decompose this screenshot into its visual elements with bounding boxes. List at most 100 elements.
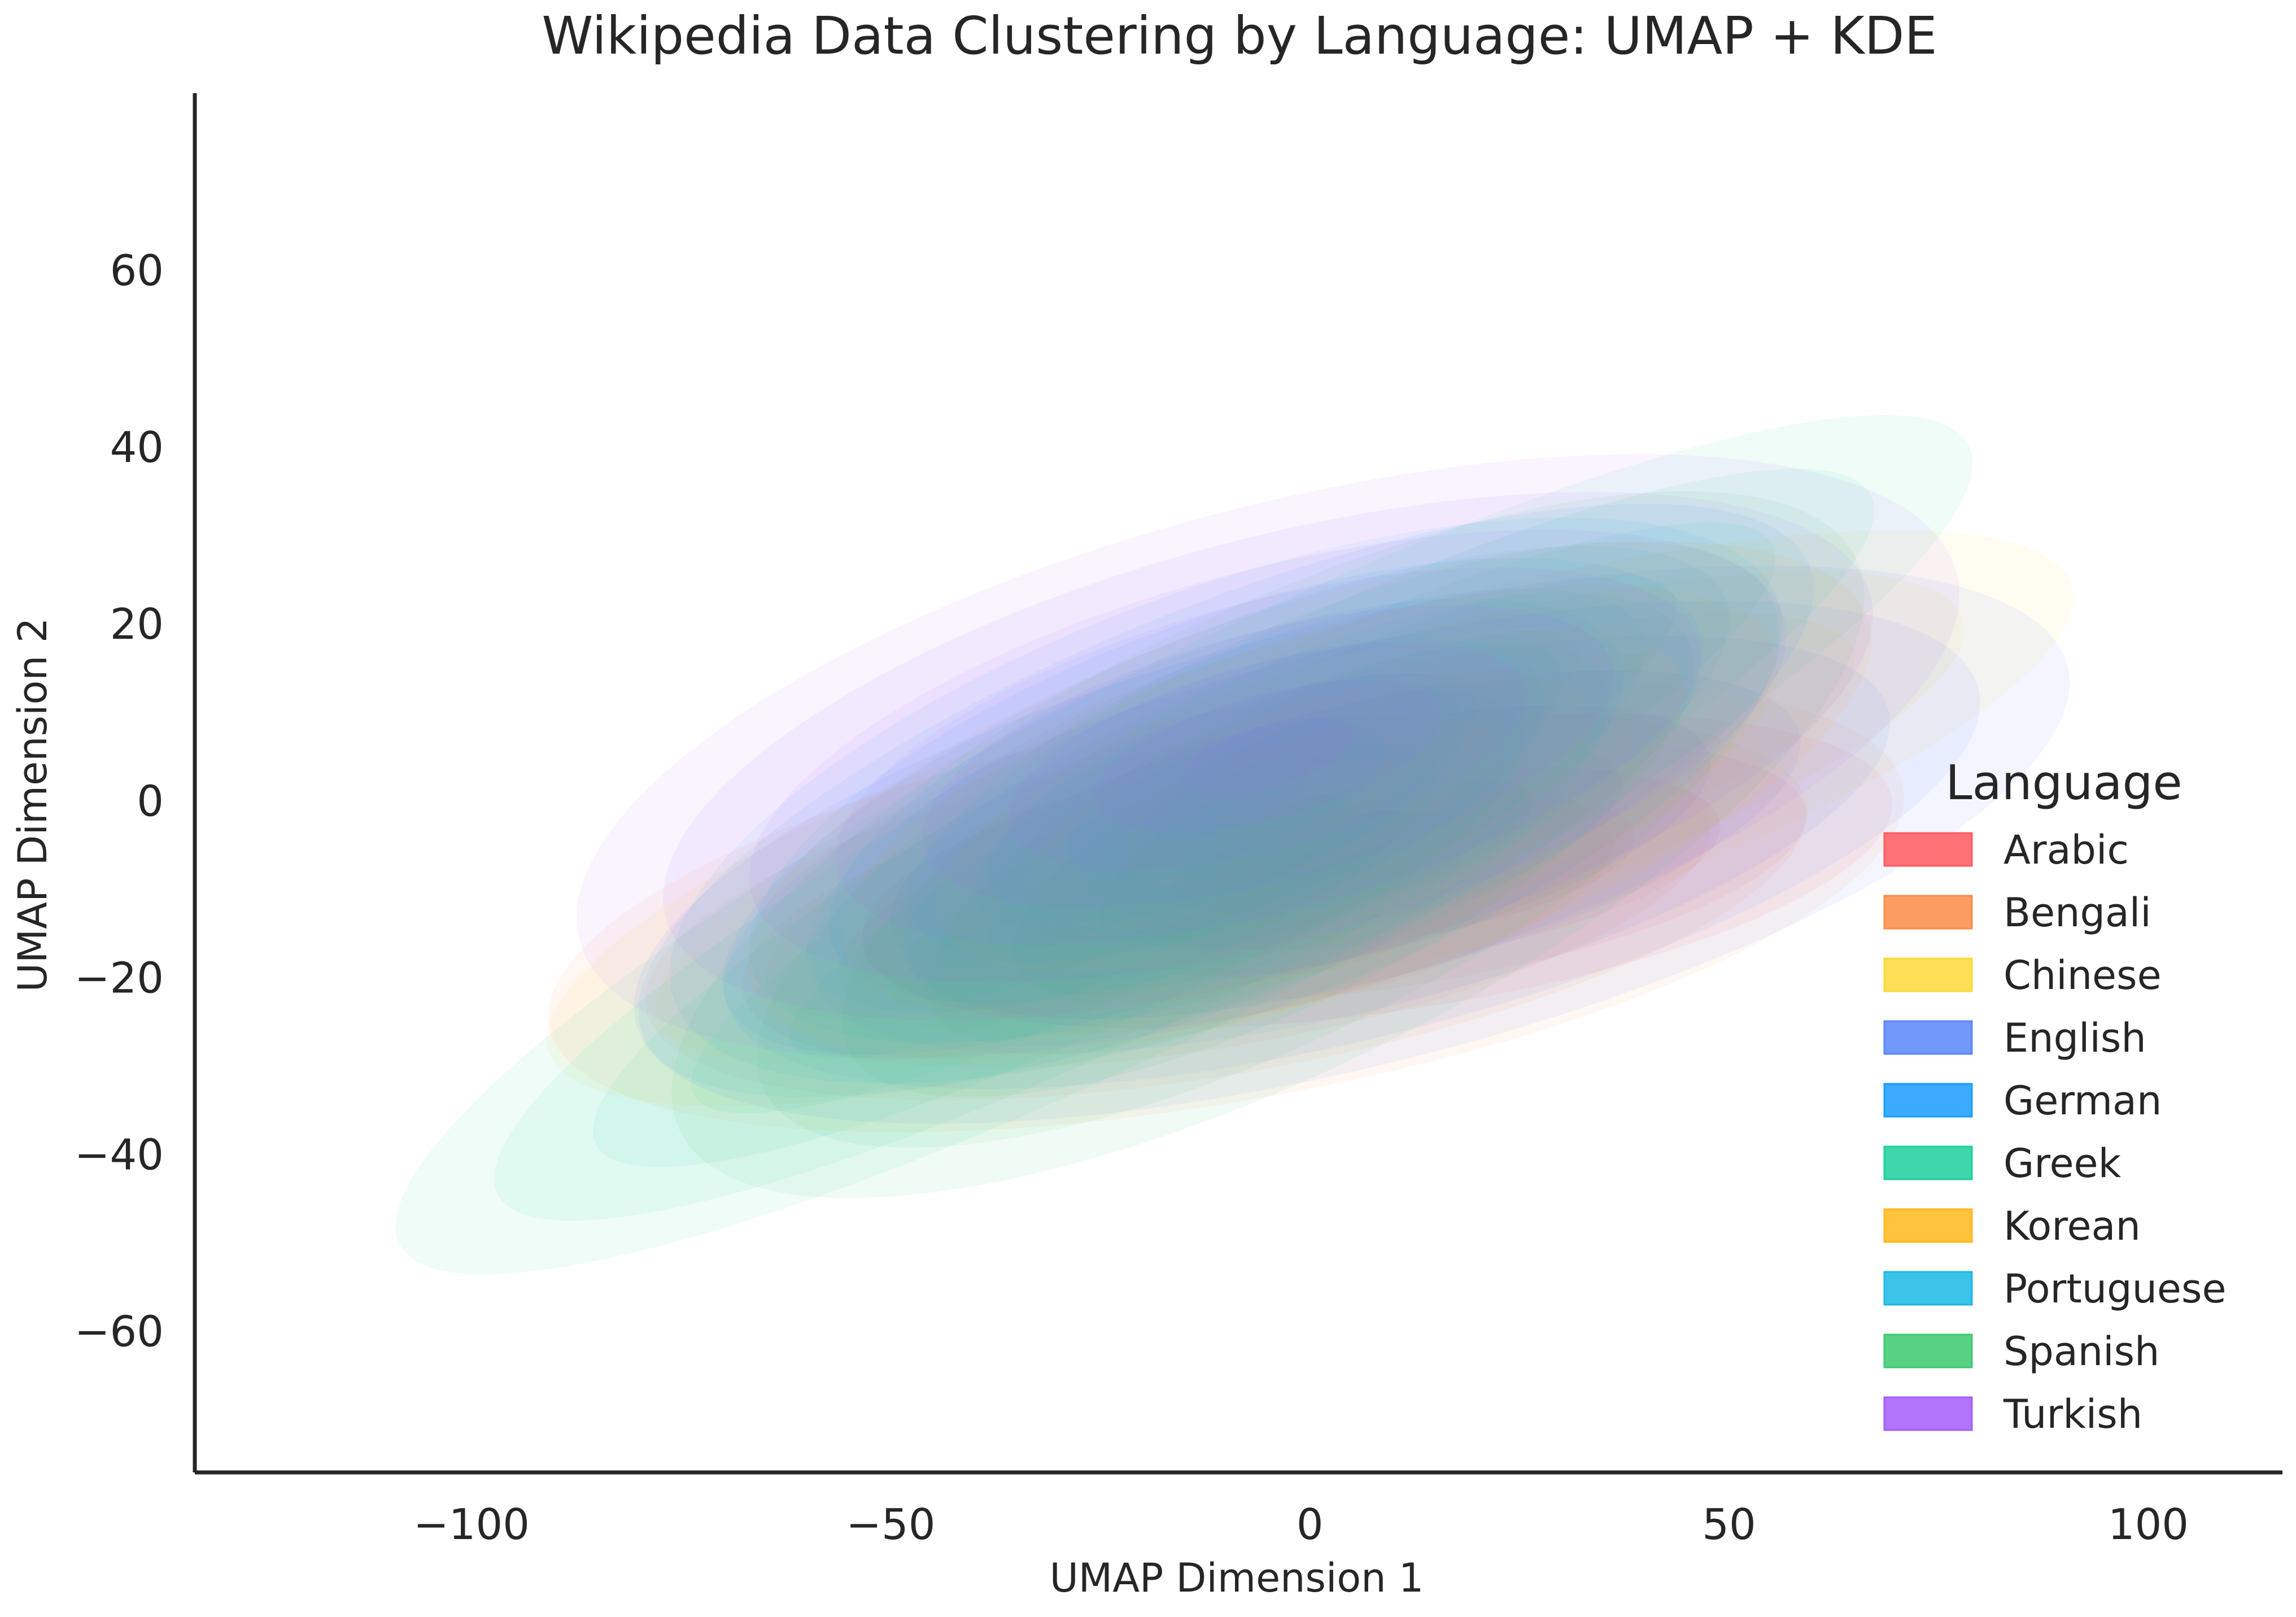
density-level (548, 681, 1904, 1132)
legend-label-spanish: Spanish (2003, 1328, 2159, 1375)
density-level (908, 639, 1544, 962)
density-level (494, 468, 1874, 1221)
x-axis-label: UMAP Dimension 1 (1050, 1555, 1424, 1601)
legend-label-german: German (2003, 1078, 2162, 1124)
axes (193, 93, 2282, 1475)
density-level (765, 612, 1856, 1024)
density-level (1205, 818, 1549, 924)
density-level (757, 542, 1779, 1148)
legend-swatch-turkish (1883, 1396, 1973, 1431)
density-level (1012, 693, 1524, 996)
density-series-spanish (671, 491, 1865, 1198)
density-level (1033, 766, 1721, 977)
density-level (836, 567, 1700, 945)
density-level (842, 585, 1778, 1017)
density-level (1009, 643, 1527, 870)
density-level (1058, 716, 1394, 886)
density-level (1262, 809, 1442, 880)
x-tick-label: 100 (2108, 1500, 2189, 1549)
density-level (1029, 670, 1591, 930)
density-level (1123, 714, 1498, 887)
density-series-german (638, 503, 1814, 1097)
density-level (983, 695, 1638, 942)
legend-label-chinese: Chinese (2003, 952, 2162, 999)
density-level (1172, 775, 1531, 915)
density-level (948, 739, 1806, 1003)
y-tick-label: −60 (75, 1307, 164, 1357)
y-tick-label: −40 (75, 1130, 164, 1179)
legend-swatch-german (1883, 1083, 1973, 1118)
density-level (903, 670, 1801, 1019)
legend-swatch-english (1883, 1020, 1973, 1055)
y-axis-label: UMAP Dimension 2 (10, 618, 56, 992)
density-layer (395, 415, 2074, 1275)
density-series-turkish (577, 454, 1959, 1058)
density-level (1129, 874, 1323, 939)
legend-swatch-korean (1883, 1208, 1973, 1243)
density-level (842, 592, 1694, 1097)
density-level (1097, 743, 1439, 946)
density-level (748, 541, 1871, 1060)
legend-label-greek: Greek (2003, 1140, 2122, 1187)
density-level (1291, 845, 1463, 898)
legend-label-portuguese: Portuguese (2003, 1266, 2227, 1312)
density-level (634, 565, 2070, 1124)
legend-swatch-arabic (1883, 832, 1973, 867)
density-level (749, 529, 1787, 983)
density-level (789, 630, 1579, 1060)
x-tick-label: −50 (846, 1500, 935, 1549)
density-level (577, 454, 1959, 1058)
density-level (546, 530, 2074, 1106)
density-level (749, 557, 1703, 1043)
density-level (988, 679, 1465, 922)
density-level (839, 777, 1614, 1036)
density-level (1032, 842, 1420, 971)
density-level (1092, 736, 1528, 901)
legend-swatch-bengali (1883, 895, 1973, 930)
density-level (670, 517, 1783, 1084)
chart-title: Wikipedia Data Clustering by Language: U… (542, 6, 1937, 66)
density-series-arabic (862, 713, 1892, 1029)
legend-label-bengali: Bengali (2003, 890, 2151, 936)
density-level (741, 745, 1710, 1068)
density-level (974, 673, 1478, 928)
density-level (890, 631, 1562, 970)
density-level (671, 491, 1865, 1198)
density-level (874, 653, 1747, 983)
y-tick-label: 40 (110, 422, 164, 472)
density-level (1182, 794, 1354, 895)
density-level (1201, 777, 1419, 860)
density-level (592, 522, 1776, 1167)
legend: Language Arabic Bengali Chinese English Germ… (1883, 755, 2227, 1437)
x-tick-label: 0 (1297, 1500, 1324, 1549)
x-tick-labels: −100 −50 0 50 100 (413, 1500, 2189, 1549)
legend-items: Arabic Bengali Chinese English German Greek Ko… (1883, 827, 2227, 1437)
density-level (1119, 792, 1635, 951)
density-level (1085, 791, 1283, 899)
density-level (1082, 740, 1621, 949)
density-level (806, 589, 1646, 1013)
legend-swatch-greek (1883, 1145, 1973, 1180)
density-level (828, 598, 1623, 1003)
density-level (935, 627, 1684, 974)
legend-label-english: English (2003, 1015, 2146, 1061)
density-series-bengali (548, 681, 1904, 1132)
density-level (722, 546, 1730, 1055)
legend-label-korean: Korean (2003, 1203, 2141, 1249)
density-level (993, 705, 1711, 984)
density-level (935, 809, 1517, 1004)
density-level (1146, 760, 1306, 841)
legend-swatch-spanish (1883, 1333, 1973, 1368)
density-series-portuguese (670, 517, 1783, 1084)
density-level (1181, 718, 1355, 794)
density-level (813, 635, 1891, 1054)
legend-title: Language (1945, 755, 2182, 811)
density-series-korean (748, 541, 1871, 1060)
density-level (395, 415, 1973, 1275)
legend-swatch-portuguese (1883, 1271, 1973, 1306)
density-level (862, 713, 1892, 1029)
density-level (691, 576, 1677, 1114)
density-level (655, 571, 1965, 1065)
